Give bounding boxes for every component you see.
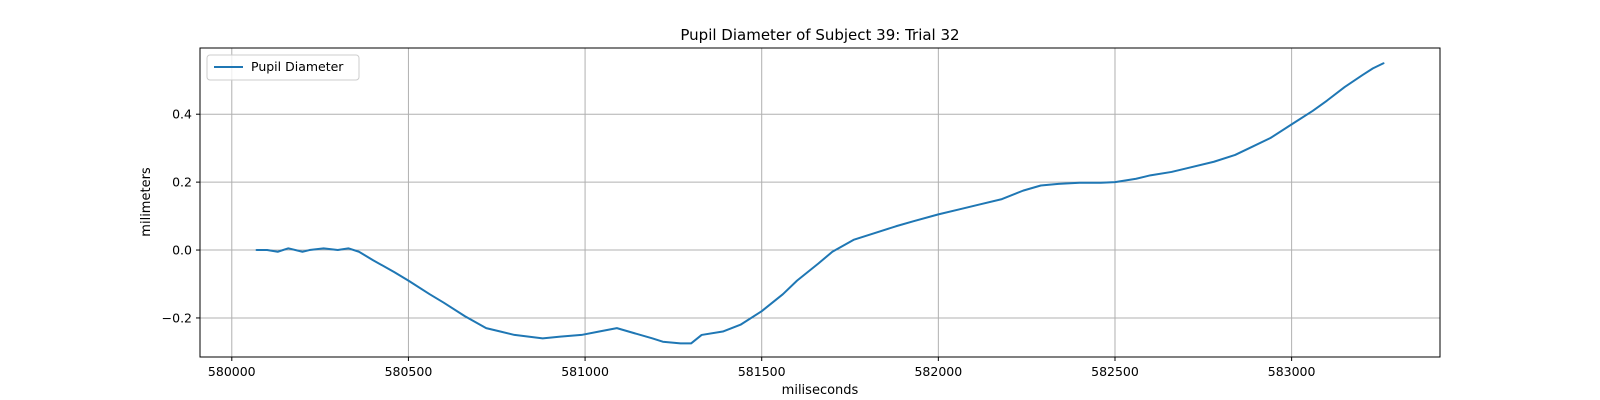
series-layer	[255, 62, 1385, 345]
y-axis-label: milimeters	[139, 167, 154, 237]
x-tick-label: 580500	[385, 364, 433, 379]
grid-layer	[200, 48, 1440, 357]
series-line-pupil-diameter	[255, 62, 1385, 345]
y-tick-label: −0.2	[162, 310, 192, 325]
legend-box	[206, 54, 360, 81]
tick-layer: 580000 580500 581000 581500 582000 582500 5830…	[162, 107, 1316, 379]
plot-frame	[199, 47, 1441, 358]
legend: Pupil Diameter	[206, 54, 360, 81]
y-tick-label: 0.0	[172, 243, 192, 258]
y-tick-label: 0.2	[172, 175, 192, 190]
x-axis-label: miliseconds	[782, 383, 859, 398]
y-tick-label: 0.4	[172, 107, 192, 122]
chart-title: Pupil Diameter of Subject 39: Trial 32	[680, 26, 959, 44]
x-tick-label: 581500	[738, 364, 786, 379]
x-tick-label: 582500	[1091, 364, 1139, 379]
x-tick-label: 583000	[1268, 364, 1316, 379]
x-tick-label: 580000	[208, 364, 256, 379]
x-tick-label: 582000	[914, 364, 962, 379]
x-tick-label: 581000	[561, 364, 609, 379]
legend-entry-pupil-diameter: Pupil Diameter	[251, 59, 344, 74]
